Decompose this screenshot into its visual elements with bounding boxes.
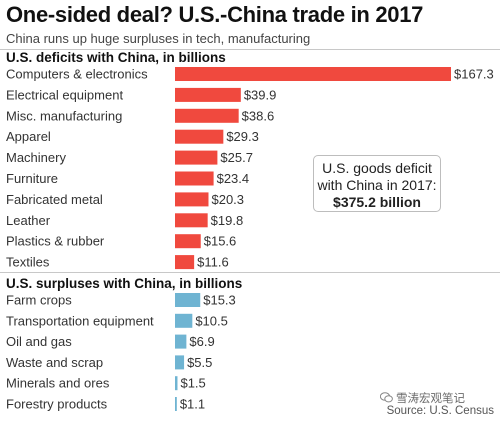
bar-machinery bbox=[175, 150, 218, 165]
value-label-minerals-and-ores: $1.5 bbox=[180, 376, 205, 391]
bar-waste-and-scrap bbox=[175, 355, 185, 370]
chart-title: One-sided deal? U.S.-China trade in 2017 bbox=[6, 2, 424, 27]
category-label-oil-and-gas: Oil and gas bbox=[6, 334, 72, 349]
bar-forestry-products bbox=[175, 397, 177, 411]
wechat-icon bbox=[380, 392, 393, 403]
deficits-heading: U.S. deficits with China, in billions bbox=[6, 50, 226, 65]
value-label-oil-and-gas: $6.9 bbox=[189, 334, 214, 349]
category-label-plastics-and-rubber: Plastics & rubber bbox=[6, 234, 105, 249]
bar-minerals-and-ores bbox=[175, 376, 178, 391]
category-label-minerals-and-ores: Minerals and ores bbox=[6, 376, 110, 391]
bar-textiles bbox=[175, 255, 195, 270]
value-label-apparel: $29.3 bbox=[226, 129, 259, 144]
category-label-computers-and-electronics: Computers & electronics bbox=[6, 67, 148, 82]
category-label-waste-and-scrap: Waste and scrap bbox=[6, 355, 103, 370]
bar-fabricated-metal bbox=[175, 192, 209, 207]
category-label-machinery: Machinery bbox=[6, 150, 66, 165]
bar-misc-manufacturing bbox=[175, 108, 239, 123]
category-label-furniture: Furniture bbox=[6, 171, 58, 186]
category-label-farm-crops: Farm crops bbox=[6, 293, 72, 308]
callout-line-2: with China in 2017: bbox=[317, 177, 437, 193]
value-label-misc-manufacturing: $38.6 bbox=[242, 108, 275, 123]
value-label-furniture: $23.4 bbox=[217, 171, 250, 186]
divider-top bbox=[0, 49, 500, 50]
category-label-apparel: Apparel bbox=[6, 129, 51, 144]
value-label-transportation-equipment: $10.5 bbox=[195, 313, 228, 328]
category-label-misc-manufacturing: Misc. manufacturing bbox=[6, 108, 122, 123]
value-label-electrical-equipment: $39.9 bbox=[244, 87, 277, 102]
value-label-waste-and-scrap: $5.5 bbox=[187, 355, 212, 370]
category-label-forestry-products: Forestry products bbox=[6, 397, 108, 412]
value-label-machinery: $25.7 bbox=[220, 150, 253, 165]
category-label-transportation-equipment: Transportation equipment bbox=[6, 313, 154, 328]
callout-value: $375.2 billion bbox=[333, 194, 421, 210]
category-label-textiles: Textiles bbox=[6, 255, 50, 270]
chart-subtitle: China runs up huge surpluses in tech, ma… bbox=[6, 31, 311, 46]
bar-plastics-and-rubber bbox=[175, 234, 201, 249]
bar-electrical-equipment bbox=[175, 87, 241, 102]
bar-furniture bbox=[175, 171, 214, 186]
value-label-forestry-products: $1.1 bbox=[180, 397, 205, 412]
value-label-farm-crops: $15.3 bbox=[203, 293, 236, 308]
value-label-fabricated-metal: $20.3 bbox=[211, 192, 244, 207]
value-label-plastics-and-rubber: $15.6 bbox=[204, 234, 237, 249]
watermark-text: 雪涛宏观笔记 bbox=[396, 393, 465, 405]
callout-line-1: U.S. goods deficit bbox=[322, 160, 432, 176]
bar-apparel bbox=[175, 129, 224, 144]
bar-oil-and-gas bbox=[175, 334, 187, 349]
bar-transportation-equipment bbox=[175, 313, 193, 328]
watermark: 雪涛宏观笔记 bbox=[380, 390, 465, 406]
category-label-fabricated-metal: Fabricated metal bbox=[6, 192, 103, 207]
surpluses-heading: U.S. surpluses with China, in billions bbox=[6, 276, 243, 291]
value-label-leather: $19.8 bbox=[211, 213, 244, 228]
bar-leather bbox=[175, 213, 208, 228]
bar-farm-crops bbox=[175, 293, 201, 307]
value-label-computers-and-electronics: $167.3 bbox=[454, 67, 494, 82]
source-note: Source: U.S. Census bbox=[386, 405, 494, 417]
category-label-leather: Leather bbox=[6, 213, 51, 228]
value-label-textiles: $11.6 bbox=[197, 255, 229, 270]
divider-middle bbox=[0, 272, 500, 273]
deficit-total-callout: U.S. goods deficit with China in 2017: $… bbox=[313, 155, 441, 212]
bar-computers-and-electronics bbox=[175, 67, 451, 81]
category-label-electrical-equipment: Electrical equipment bbox=[6, 87, 123, 102]
